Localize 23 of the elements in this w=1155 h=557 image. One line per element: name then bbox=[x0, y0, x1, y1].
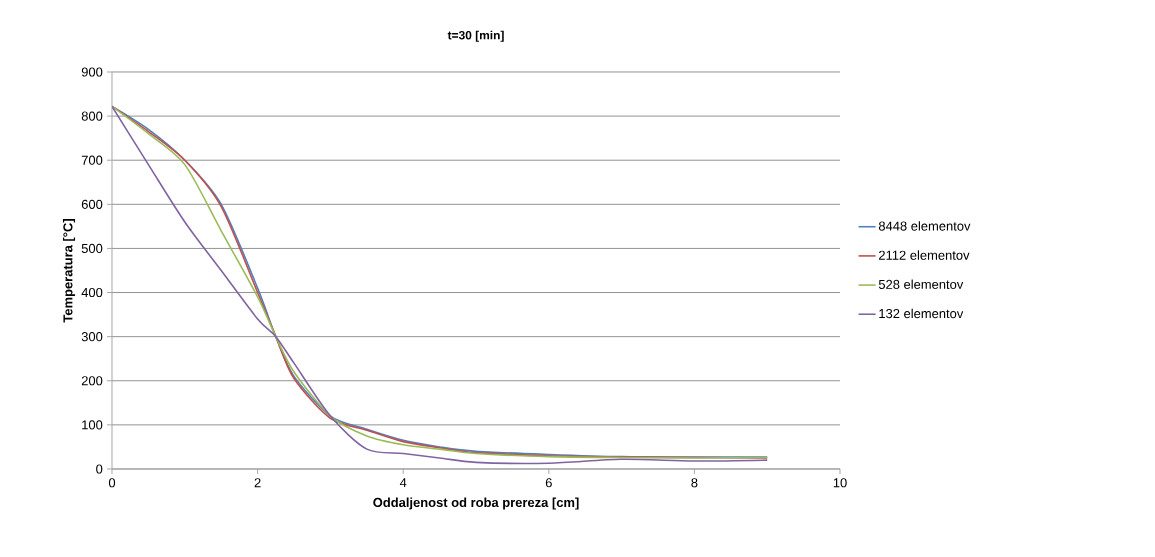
legend-label: 132 elementov bbox=[879, 308, 964, 319]
x-tick-label: 6 bbox=[545, 478, 552, 488]
x-axis-title: Oddaljenost od roba prereza [cm] bbox=[373, 497, 579, 510]
y-tick-label: 300 bbox=[81, 332, 103, 342]
y-tick-label: 700 bbox=[81, 155, 103, 165]
chart-title: t=30 [min] bbox=[447, 30, 504, 42]
y-tick-label: 0 bbox=[96, 464, 103, 474]
legend-label: 2112 elementov bbox=[879, 250, 970, 260]
y-tick-label: 400 bbox=[81, 287, 103, 298]
legend-label: 528 elementov bbox=[878, 279, 964, 289]
x-tick-label: 4 bbox=[399, 478, 407, 488]
y-tick-label: 800 bbox=[81, 111, 103, 121]
y-tick-label: 500 bbox=[81, 243, 103, 254]
x-tick-label: 8 bbox=[691, 478, 698, 488]
y-tick-label: 900 bbox=[81, 67, 103, 77]
x-tick-label: 2 bbox=[254, 478, 261, 488]
y-tick-label: 200 bbox=[81, 376, 103, 386]
y-tick-label: 600 bbox=[81, 199, 103, 209]
legend-label: 8448 elementov bbox=[878, 221, 971, 231]
x-tick-label: 10 bbox=[833, 478, 847, 488]
y-tick-label: 100 bbox=[82, 420, 103, 430]
y-axis-title: Temperatura [°C] bbox=[62, 219, 76, 323]
x-tick-label: 0 bbox=[108, 478, 116, 488]
